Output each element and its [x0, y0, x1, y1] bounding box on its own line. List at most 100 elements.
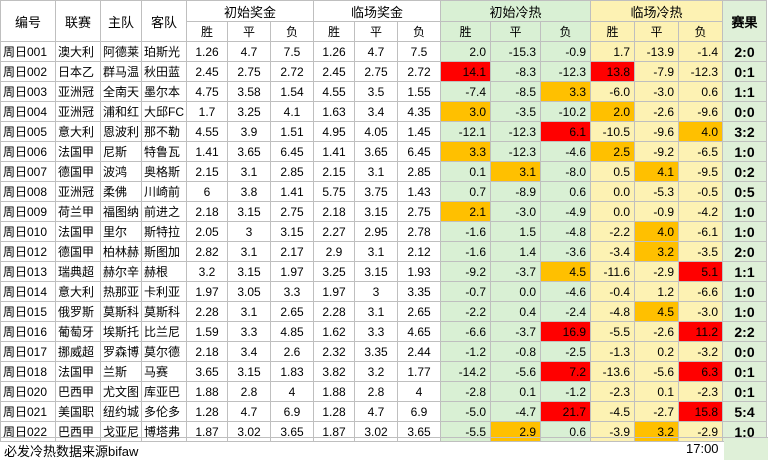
- init-cold-cell: -4.7: [490, 401, 542, 422]
- live-cold-cell: -4.2: [678, 201, 724, 222]
- sub-win: 胜: [186, 21, 229, 42]
- init-cold-cell: -1.2: [540, 381, 592, 402]
- live-odds-cell: 2.44: [397, 341, 442, 362]
- sub-draw: 平: [490, 21, 542, 42]
- init-odds-cell: 4.7: [227, 41, 272, 62]
- live-odds-cell: 2.95: [354, 221, 399, 242]
- away-team: 那不勒: [141, 121, 188, 142]
- match-no: 周日017: [0, 341, 56, 362]
- init-cold-cell: -10.2: [540, 101, 592, 122]
- init-odds-cell: 4.1: [270, 101, 315, 122]
- live-cold-cell: -2.3: [678, 381, 724, 402]
- league-cell: 德国甲: [55, 161, 101, 182]
- live-cold-cell: -6.6: [678, 281, 724, 302]
- init-odds-cell: 1.41: [186, 141, 229, 162]
- live-cold-cell: -2.6: [634, 321, 680, 342]
- live-cold-cell: -4.8: [590, 301, 636, 322]
- live-odds-cell: 2.45: [313, 61, 356, 82]
- away-team: 川崎前: [141, 181, 188, 202]
- home-team: 浦和红: [99, 101, 143, 122]
- init-cold-cell: -1.6: [440, 221, 492, 242]
- live-odds-cell: 4.05: [354, 121, 399, 142]
- result-cell: 2:2: [722, 321, 768, 342]
- league-cell: 瑞典超: [55, 261, 101, 282]
- result-cell: 1:0: [722, 421, 768, 442]
- init-cold-cell: 14.1: [440, 61, 492, 82]
- league-cell: 葡萄牙: [55, 321, 101, 342]
- live-cold-cell: -10.5: [590, 121, 636, 142]
- init-odds-cell: 2.65: [270, 301, 315, 322]
- live-cold-cell: 11.2: [678, 321, 724, 342]
- live-cold-cell: -6.0: [590, 81, 636, 102]
- live-cold-cell: -1.4: [678, 41, 724, 62]
- live-cold-cell: 0.6: [678, 81, 724, 102]
- init-odds-cell: 3.15: [227, 361, 272, 382]
- col-no: 编号: [0, 0, 56, 42]
- away-team: 墨尔本: [141, 81, 188, 102]
- home-team: 热那亚: [99, 281, 143, 302]
- table-row: 周日017 挪威超 罗森博 莫尔德 2.18 3.4 2.6 2.32 3.35 2.44 -1.2…: [0, 341, 768, 362]
- match-no: 周日015: [0, 301, 56, 322]
- init-cold-cell: -1.2: [440, 341, 492, 362]
- live-odds-cell: 4.7: [354, 41, 399, 62]
- table-row: 周日016 葡萄牙 埃斯托 比兰尼 1.59 3.3 4.85 1.62 3.3 4.65 -6.6…: [0, 321, 768, 342]
- init-odds-cell: 2.18: [186, 341, 229, 362]
- live-odds-cell: 2.75: [397, 201, 442, 222]
- live-cold-cell: -3.4: [590, 241, 636, 262]
- live-cold-cell: -5.3: [634, 181, 680, 202]
- init-odds-cell: 1.87: [186, 421, 229, 442]
- away-team: 博塔弗: [141, 421, 188, 442]
- init-cold-cell: 3.0: [440, 101, 492, 122]
- sub-lose: 负: [678, 21, 724, 42]
- init-odds-cell: 3.3: [270, 281, 315, 302]
- match-no: 周日002: [0, 61, 56, 82]
- home-team: 柔佛: [99, 181, 143, 202]
- init-odds-cell: 1.59: [186, 321, 229, 342]
- result-cell: 1:0: [722, 201, 768, 222]
- init-odds-cell: 3.2: [186, 261, 229, 282]
- init-odds-cell: 3.65: [186, 361, 229, 382]
- live-odds-cell: 3.15: [354, 261, 399, 282]
- away-team: 秋田蓝: [141, 61, 188, 82]
- init-cold-cell: -7.4: [440, 81, 492, 102]
- away-team: 特鲁瓦: [141, 141, 188, 162]
- init-odds-cell: 6.9: [270, 401, 315, 422]
- init-cold-cell: -0.9: [540, 41, 592, 62]
- live-odds-cell: 3.1: [354, 161, 399, 182]
- league-cell: 荷兰甲: [55, 201, 101, 222]
- live-odds-cell: 1.93: [397, 261, 442, 282]
- table-row: 周日012 德国甲 柏林赫 斯图加 2.82 3.1 2.17 2.9 3.1 2.12 -1.6 1…: [0, 241, 768, 262]
- home-team: 福图纳: [99, 201, 143, 222]
- result-cell: 0:1: [722, 361, 768, 382]
- match-no: 周日022: [0, 421, 56, 442]
- away-team: 大邱FC: [141, 101, 188, 122]
- live-cold-cell: -2.7: [634, 401, 680, 422]
- live-odds-cell: 3.1: [354, 301, 399, 322]
- init-cold-cell: -12.1: [440, 121, 492, 142]
- init-odds-cell: 1.54: [270, 81, 315, 102]
- table-row: 周日022 巴西甲 戈亚尼 博塔弗 1.87 3.02 3.65 1.87 3.02 3.65 -5…: [0, 421, 768, 442]
- init-odds-cell: 4.7: [227, 401, 272, 422]
- home-team: 赫尔辛: [99, 261, 143, 282]
- match-no: 周日005: [0, 121, 56, 142]
- init-odds-cell: 2.75: [270, 201, 315, 222]
- league-cell: 亚洲冠: [55, 181, 101, 202]
- live-odds-cell: 4.95: [313, 121, 356, 142]
- init-odds-cell: 6.45: [270, 141, 315, 162]
- col-result: 赛果: [722, 0, 768, 42]
- init-odds-cell: 3.9: [227, 121, 272, 142]
- match-no: 周日007: [0, 161, 56, 182]
- home-team: 全南天: [99, 81, 143, 102]
- live-cold-cell: -0.9: [634, 201, 680, 222]
- init-cold-cell: -3.0: [490, 201, 542, 222]
- live-cold-cell: 13.8: [590, 61, 636, 82]
- live-odds-cell: 1.26: [313, 41, 356, 62]
- col-live-cold: 临场冷热: [590, 0, 724, 22]
- league-cell: 亚洲冠: [55, 81, 101, 102]
- league-cell: 法国甲: [55, 361, 101, 382]
- league-cell: 日本乙: [55, 61, 101, 82]
- init-cold-cell: -12.3: [490, 121, 542, 142]
- match-no: 周日010: [0, 221, 56, 242]
- live-odds-cell: 2.72: [397, 61, 442, 82]
- away-team: 多伦多: [141, 401, 188, 422]
